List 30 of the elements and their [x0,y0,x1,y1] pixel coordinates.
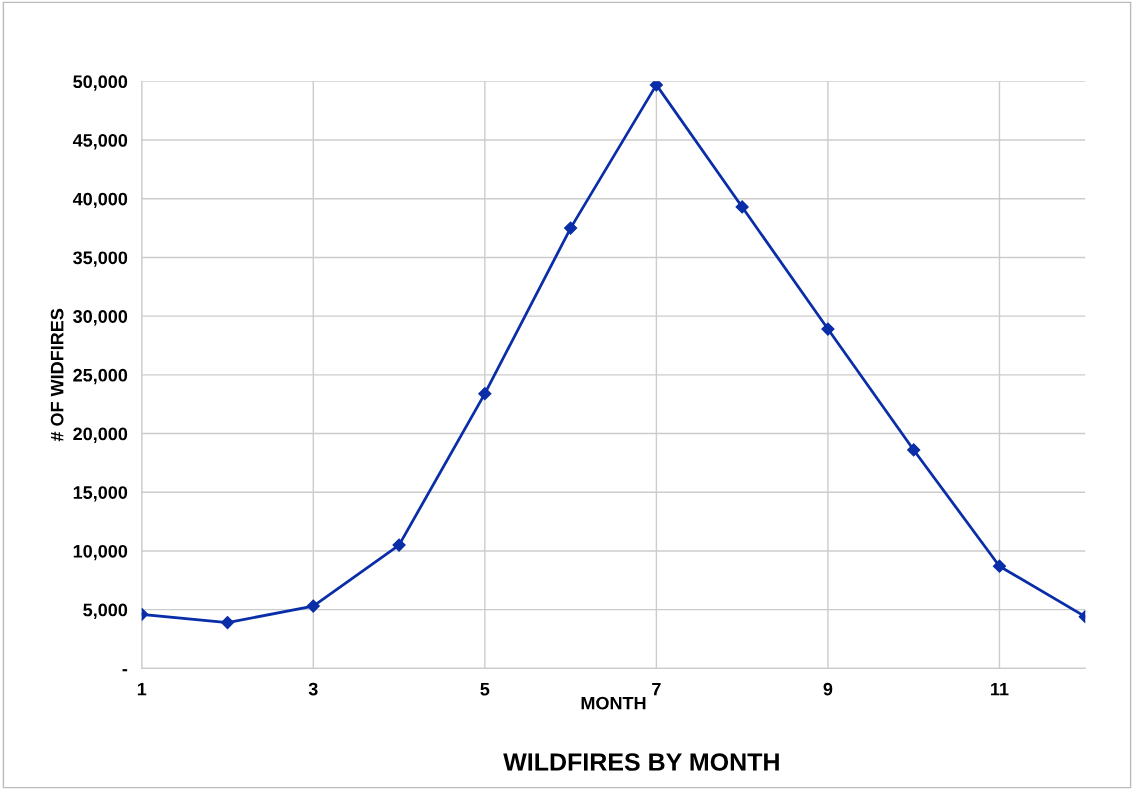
x-tick-label: 1 [137,682,147,696]
text: WILDFIRES BY MONTH [503,753,779,771]
y-tick-label: 15,000 [73,486,128,502]
y-axis-title: # OF WIDFIRES [50,308,64,442]
point [821,322,835,336]
x-tick-label: 7 [652,682,661,696]
y-tick-label: 45,000 [72,134,128,150]
y-tick-label: 50,000 [73,75,128,91]
point [564,221,578,235]
y-tick-label: - [122,669,128,672]
point [735,200,749,214]
point [992,559,1007,573]
point [306,599,320,613]
point [478,387,492,401]
y-tick-label: 25,000 [73,368,128,385]
point [649,81,663,92]
y-tick-label: 5,000 [83,603,128,619]
y-tick-label: 10,000 [73,544,128,561]
x-tick-label: 3 [308,682,318,696]
y-tick-label: 20,000 [73,427,128,443]
point [220,615,235,630]
y-tick-label: 30,000 [73,310,128,326]
x-tick-label: 11 [991,682,1009,696]
point [392,538,406,552]
point [907,443,921,457]
x-tick-label: 5 [480,682,490,696]
y-tick-label: 35,000 [73,251,128,267]
y-tick-label: 40,000 [72,192,128,209]
x-axis-title: MONTH [581,696,646,710]
x-tick-label: 9 [823,682,833,696]
